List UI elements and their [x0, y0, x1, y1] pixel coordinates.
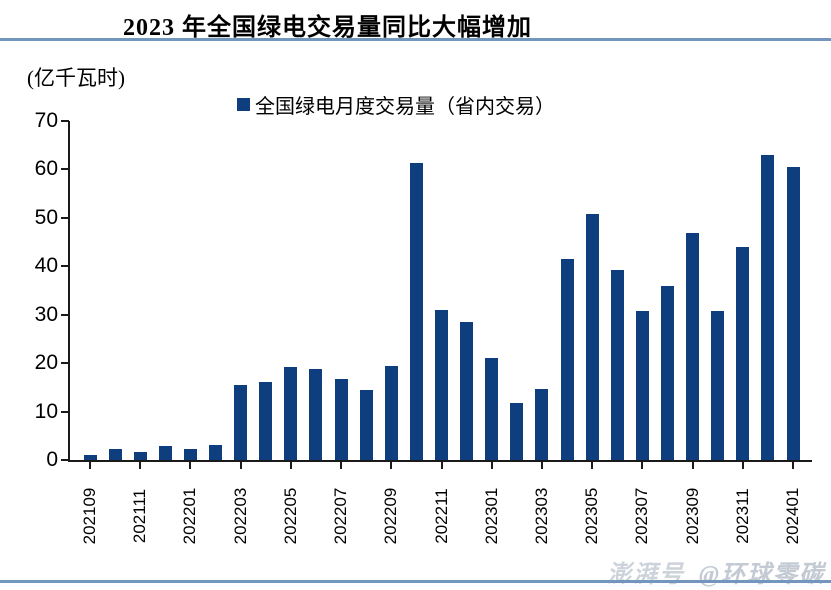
legend: 全国绿电月度交易量（省内交易）: [237, 90, 555, 119]
bar-202301: [485, 357, 499, 460]
x-axis-tick: [289, 462, 292, 469]
x-axis-tick-label: 202111: [130, 488, 150, 544]
y-axis-tick: [61, 313, 69, 316]
x-axis-tick-label: 202309: [682, 487, 702, 545]
x-axis-tick-label: 202311: [732, 488, 752, 544]
x-axis-tick-label: 202303: [531, 487, 551, 545]
x-axis-tick-label: 202307: [632, 487, 652, 545]
x-axis-line: [68, 460, 812, 462]
x-axis-tick-label: 202401: [783, 487, 802, 545]
y-axis-tick-label: 0: [46, 448, 58, 471]
bar-202205: [284, 367, 298, 460]
bar-202209: [384, 366, 398, 460]
bar-202308: [660, 286, 674, 460]
y-axis-line: [68, 121, 70, 462]
watermark: 澎湃号 @环球零碳: [607, 554, 825, 589]
bar-202111: [133, 452, 147, 460]
bar-202306: [610, 270, 624, 460]
x-axis-tick-label: 202205: [280, 487, 300, 545]
bar-202202: [209, 444, 223, 460]
bar-202206: [309, 369, 323, 460]
y-axis-tick-label: 40: [34, 254, 58, 278]
y-axis-tick-label: 50: [34, 205, 58, 229]
bar-202305: [585, 214, 599, 460]
watermark-account: @环球零碳: [699, 562, 825, 588]
bar-202203: [234, 384, 248, 460]
x-axis-tick-label: 202203: [230, 487, 250, 545]
bar-202304: [560, 259, 574, 460]
x-axis-tick-label: 202207: [331, 487, 351, 545]
y-axis-tick: [61, 265, 69, 268]
y-axis-tick: [61, 120, 69, 122]
bar-202311: [736, 246, 750, 460]
bar-202309: [686, 233, 700, 460]
bar-202310: [711, 310, 725, 460]
x-axis-tick: [189, 462, 192, 469]
x-axis-tick: [490, 462, 493, 469]
y-axis-tick-label: 10: [34, 399, 58, 423]
y-axis-tick: [61, 459, 69, 461]
bar-202110: [108, 449, 122, 460]
x-axis-tick: [440, 462, 443, 469]
top-divider-line: [0, 38, 831, 41]
x-axis-tick: [139, 462, 142, 469]
y-axis-tick-label: 20: [34, 351, 58, 375]
x-axis-tick-label: 202301: [481, 487, 501, 545]
x-axis-tick: [792, 462, 794, 469]
chart-title: 2023 年全国绿电交易量同比大幅增加: [123, 15, 532, 41]
y-axis-tick-label: 70: [34, 109, 58, 132]
bar-202112: [158, 446, 172, 460]
bar-202303: [535, 389, 549, 460]
bar-202401: [786, 167, 800, 460]
x-axis-tick: [390, 462, 393, 469]
bar-202109: [83, 455, 97, 460]
x-axis-tick: [741, 462, 744, 469]
bar-202204: [259, 381, 273, 460]
x-axis-tick: [691, 462, 694, 469]
y-axis-tick: [61, 216, 69, 219]
x-axis-tick: [540, 462, 543, 469]
y-axis-tick: [61, 410, 69, 413]
x-axis-tick-label: 202201: [180, 487, 200, 545]
bar-202201: [183, 449, 197, 460]
bar-202207: [334, 379, 348, 460]
y-axis-tick-label: 30: [34, 302, 58, 326]
legend-swatch-icon: [237, 98, 250, 111]
y-axis-unit-label: (亿千瓦时): [27, 66, 125, 90]
x-axis-tick: [340, 462, 343, 469]
x-axis-tick: [591, 462, 594, 469]
x-axis-tick-label: 202109: [80, 487, 99, 545]
y-axis-tick: [61, 362, 69, 365]
x-axis-tick-label: 202209: [381, 487, 401, 545]
watermark-platform-logo: 澎湃号: [607, 562, 686, 588]
bar-202208: [359, 390, 373, 460]
x-axis-tick: [89, 462, 91, 469]
x-axis-tick: [239, 462, 242, 469]
bar-202312: [761, 154, 775, 460]
x-axis-tick-label: 202211: [431, 488, 451, 544]
y-axis-tick: [61, 168, 69, 171]
bottom-divider-line: [0, 580, 831, 583]
x-axis-tick-label: 202305: [582, 487, 602, 545]
bar-202211: [435, 310, 448, 460]
x-axis-tick: [641, 462, 644, 469]
bar-202210: [409, 163, 423, 460]
bar-202212: [460, 322, 474, 460]
legend-label: 全国绿电月度交易量（省内交易）: [255, 96, 555, 118]
bar-202307: [635, 310, 649, 460]
bar-202302: [510, 402, 524, 460]
y-axis-tick-label: 60: [34, 157, 58, 181]
